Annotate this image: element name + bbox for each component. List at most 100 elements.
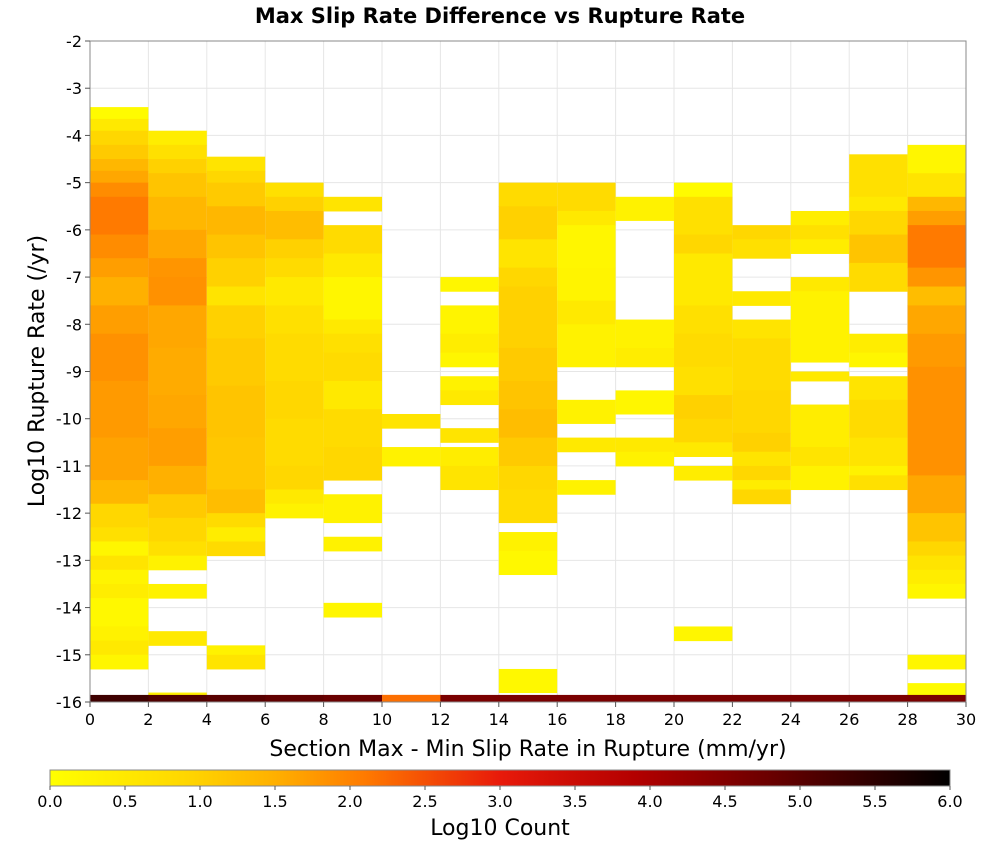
heatmap-cell <box>90 333 149 382</box>
x-tick-label: 24 <box>781 710 801 729</box>
heatmap-cell <box>323 494 382 524</box>
heatmap-cell <box>148 583 207 599</box>
heatmap-cells <box>90 107 967 703</box>
heatmap-cell <box>148 130 207 146</box>
heatmap-cell-bottom <box>206 694 266 702</box>
heatmap-cell <box>557 480 616 495</box>
heatmap-cell <box>557 182 616 212</box>
heatmap-cell <box>849 437 908 467</box>
heatmap-cell <box>907 475 966 514</box>
heatmap-cell <box>732 338 791 391</box>
heatmap-cell <box>849 262 908 292</box>
colorbar-tick-label: 3.0 <box>487 792 512 811</box>
heatmap-cell <box>674 442 733 457</box>
heatmap-cell <box>265 418 324 467</box>
heatmap-cell <box>206 182 266 207</box>
heatmap-cell <box>674 305 733 335</box>
heatmap-cell <box>440 428 499 443</box>
heatmap-cell <box>849 352 908 368</box>
heatmap-cell <box>90 503 149 528</box>
heatmap-cell <box>206 234 266 259</box>
heatmap-cell <box>90 182 149 198</box>
colorbar-tick-label: 0.5 <box>112 792 137 811</box>
y-tick-label: -2 <box>66 32 82 51</box>
heatmap-cell <box>674 626 733 642</box>
heatmap-cell <box>323 253 382 278</box>
heatmap-cell <box>90 480 149 505</box>
heatmap-cell <box>148 517 207 542</box>
heatmap-cell <box>498 409 558 439</box>
heatmap-cell <box>148 173 207 198</box>
y-tick-label: -13 <box>56 551 82 570</box>
heatmap-cell <box>907 305 966 335</box>
heatmap-cell <box>90 598 149 627</box>
colorbar-tick-label: 1.0 <box>187 792 212 811</box>
heatmap-cell <box>206 338 266 387</box>
heatmap-cell <box>323 447 382 481</box>
heatmap-cell <box>849 210 908 236</box>
heatmap-cell <box>790 371 850 382</box>
x-tick-label: 8 <box>319 710 329 729</box>
heatmap-cell <box>206 156 266 172</box>
heatmap-cell <box>90 583 149 599</box>
heatmap-cell <box>265 305 324 335</box>
heatmap-cell <box>148 196 207 231</box>
heatmap-cell <box>674 333 733 368</box>
heatmap-cell <box>206 385 266 439</box>
heatmap-cell <box>557 300 616 325</box>
colorbar-ticks: 0.0 0.5 1.0 1.5 2.0 2.5 3.0 3.5 4.0 4.5 5.0 5.5 6.0 <box>37 786 963 811</box>
heatmap-cell <box>615 319 674 349</box>
heatmap-cell <box>498 239 558 269</box>
heatmap-cell <box>732 390 791 434</box>
heatmap-cell <box>265 258 324 278</box>
heatmap-cell <box>907 225 966 269</box>
heatmap-cell <box>907 569 966 585</box>
heatmap-cell <box>498 286 558 349</box>
x-tick-label: 2 <box>143 710 153 729</box>
heatmap-cell <box>148 144 207 160</box>
heatmap-cell <box>90 654 149 670</box>
heatmap-cell <box>440 376 499 391</box>
heatmap-cell <box>674 234 733 254</box>
heatmap-cell <box>790 225 850 240</box>
heatmap-cell <box>557 267 616 302</box>
colorbar-tick-label: 5.5 <box>862 792 887 811</box>
heatmap-cell <box>557 210 616 226</box>
heatmap-cell <box>498 550 558 576</box>
heatmap-cell <box>206 286 266 306</box>
heatmap-cell <box>323 602 382 618</box>
y-tick-label: -5 <box>66 174 82 193</box>
heatmap-cell <box>90 380 149 439</box>
x-tick-label: 28 <box>897 710 917 729</box>
heatmap-cell <box>90 277 149 306</box>
heatmap-cell <box>440 465 499 491</box>
heatmap-cell <box>440 447 499 467</box>
y-tick-label: -11 <box>56 457 82 476</box>
heatmap-cell <box>907 286 966 306</box>
heatmap-cell <box>382 413 441 429</box>
heatmap-cell <box>440 352 499 368</box>
heatmap-cell <box>907 541 966 557</box>
x-axis-ticks: 0 2 4 6 8 10 12 14 16 18 20 22 24 26 28 30 <box>85 702 976 729</box>
y-tick-label: -16 <box>56 693 82 712</box>
y-axis-label: Log10 Rupture Rate (/yr) <box>25 235 50 507</box>
colorbar-tick-label: 0.0 <box>37 792 62 811</box>
heatmap-cell <box>907 333 966 368</box>
heatmap-cell-bottom <box>849 694 909 702</box>
heatmap-cell <box>849 196 908 212</box>
heatmap-cell <box>674 366 733 396</box>
heatmap-cell <box>732 319 791 339</box>
heatmap-cell <box>790 291 850 363</box>
heatmap-cell <box>498 267 558 288</box>
heatmap-cell-bottom <box>382 694 441 702</box>
heatmap-cell <box>148 541 207 557</box>
heatmap-cell <box>382 447 441 467</box>
x-tick-label: 26 <box>839 710 859 729</box>
heatmap-cell-bottom <box>790 694 850 702</box>
heatmap-cell <box>323 409 382 448</box>
heatmap-cell <box>206 541 266 557</box>
heatmap-cell-bottom <box>615 694 675 702</box>
heatmap-cell <box>440 277 499 292</box>
heatmap-cell <box>849 154 908 198</box>
